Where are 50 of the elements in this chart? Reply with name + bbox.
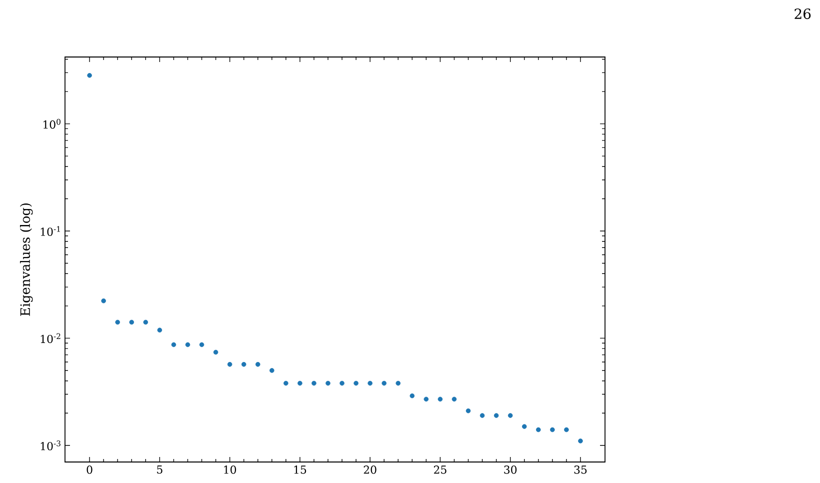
point xyxy=(115,320,120,325)
point xyxy=(326,380,330,386)
x-tick-label: 25 xyxy=(434,466,446,474)
point xyxy=(340,380,344,386)
point xyxy=(368,380,372,386)
point xyxy=(199,342,204,348)
point xyxy=(564,427,569,432)
point xyxy=(522,424,527,429)
point xyxy=(452,396,457,402)
point xyxy=(284,380,288,386)
point xyxy=(396,380,401,386)
point xyxy=(494,413,499,418)
x-tick-label: 5 xyxy=(157,466,162,474)
point xyxy=(241,362,246,367)
text: 26 xyxy=(794,8,811,20)
point xyxy=(87,72,92,78)
y-axis-title: Eigenvalues (log) xyxy=(20,203,33,316)
y-tick-label: 10$^{-3}$ xyxy=(40,440,60,450)
y-tick-label: 10$^{-2}$ xyxy=(40,333,60,344)
y-tick-label: 10$^{0}$ xyxy=(44,118,60,129)
point xyxy=(312,380,316,386)
point xyxy=(508,413,513,418)
point xyxy=(171,342,176,348)
point xyxy=(424,396,429,402)
point xyxy=(438,396,443,402)
point xyxy=(269,368,274,373)
point xyxy=(536,427,541,432)
point xyxy=(213,350,218,355)
x-tick-label: 15 xyxy=(294,466,306,474)
x-tick-label: 30 xyxy=(504,466,517,474)
point xyxy=(410,393,415,398)
point xyxy=(550,427,555,432)
point xyxy=(298,380,302,386)
x-tick-label: 35 xyxy=(574,466,587,474)
point xyxy=(480,413,485,418)
point xyxy=(578,438,583,444)
point xyxy=(354,380,358,386)
x-tick-label: 0 xyxy=(86,466,92,474)
point xyxy=(255,362,260,367)
point xyxy=(143,320,148,325)
point xyxy=(185,342,190,348)
y-tick-label: 10$^{-1}$ xyxy=(40,226,60,236)
point xyxy=(227,362,232,367)
x-tick-label: 20 xyxy=(364,466,376,474)
point xyxy=(129,320,134,325)
point xyxy=(157,328,162,332)
x-tick-label: 10 xyxy=(224,466,236,474)
point xyxy=(382,380,386,386)
point xyxy=(466,408,471,414)
point xyxy=(101,298,106,304)
